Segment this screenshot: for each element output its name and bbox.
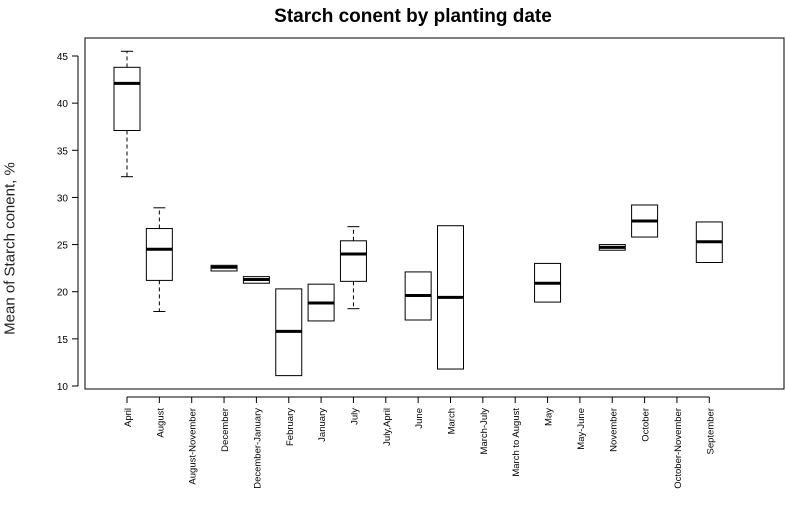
x-tick-label: May-June bbox=[576, 408, 587, 450]
x-tick-label: March to August bbox=[511, 408, 522, 477]
box-august bbox=[145, 228, 173, 281]
y-tick-label: 20 bbox=[57, 288, 69, 299]
y-tick-label: 35 bbox=[57, 146, 69, 157]
y-tick-label: 15 bbox=[57, 335, 69, 346]
x-tick-label: March bbox=[447, 408, 458, 434]
x-tick-label: July,April bbox=[382, 408, 393, 446]
x-tick-label: March-July bbox=[479, 408, 490, 455]
x-tick-label: April bbox=[123, 408, 134, 427]
y-tick-label: 10 bbox=[57, 382, 69, 393]
y-tick-label: 25 bbox=[57, 241, 69, 252]
x-tick-label: August bbox=[155, 408, 166, 438]
x-tick-label: December-January bbox=[252, 408, 263, 489]
plot-frame bbox=[84, 37, 785, 390]
x-tick-label: October bbox=[641, 408, 652, 442]
x-tick-label: October-November bbox=[673, 408, 684, 489]
y-tick-label: 30 bbox=[57, 193, 69, 204]
x-tick-label: July bbox=[349, 408, 360, 425]
box-april bbox=[113, 66, 141, 131]
x-tick-label: August-November bbox=[188, 408, 199, 485]
y-tick-label: 45 bbox=[57, 52, 69, 63]
chart-title: Starch conent by planting date bbox=[274, 6, 552, 27]
x-tick-label: December bbox=[220, 408, 231, 452]
y-tick-label: 40 bbox=[57, 99, 69, 110]
x-tick-label: February bbox=[285, 408, 296, 446]
box-july bbox=[339, 240, 367, 282]
x-tick-label: May bbox=[544, 408, 555, 426]
x-tick-label: September bbox=[705, 408, 716, 454]
x-tick-label: January bbox=[317, 408, 328, 442]
x-tick-label: June bbox=[414, 408, 425, 429]
x-tick-label: November bbox=[608, 408, 619, 452]
